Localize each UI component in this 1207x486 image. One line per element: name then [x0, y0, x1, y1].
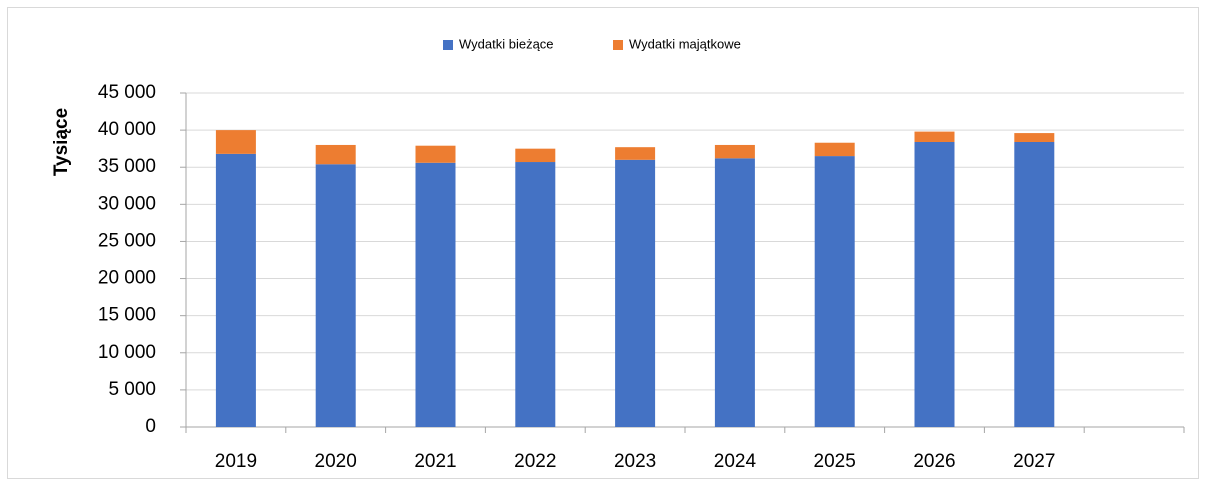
y-tick-label: 20 000: [98, 268, 156, 289]
x-tick-label: 2021: [414, 451, 456, 472]
x-tick-label: 2027: [1013, 451, 1055, 472]
legend-swatch: [613, 40, 623, 50]
y-tick-label: 40 000: [98, 119, 156, 140]
x-tick-label: 2025: [814, 451, 856, 472]
bar-segment: [215, 153, 256, 427]
x-tick-label: 2023: [614, 451, 656, 472]
legend-swatch: [443, 40, 453, 50]
bar-segment: [914, 131, 955, 142]
bar-segment: [1014, 141, 1055, 427]
bar-segment: [515, 148, 556, 163]
bar-segment: [714, 158, 755, 427]
bar-segment: [714, 144, 755, 159]
y-tick-label: 30 000: [98, 193, 156, 214]
bar-segment: [814, 142, 855, 157]
y-tick-label: 15 000: [98, 305, 156, 326]
y-tick-label: 10 000: [98, 342, 156, 363]
bar-segment: [515, 162, 556, 427]
x-tick-label: 2026: [913, 451, 955, 472]
y-axis-label: Tysiące: [51, 108, 72, 176]
legend-label: Wydatki majątkowe: [629, 36, 741, 51]
y-tick-label: 45 000: [98, 82, 156, 103]
y-tick-label: 25 000: [98, 230, 156, 251]
bar-segment: [315, 144, 356, 165]
y-tick-label: 5 000: [108, 379, 156, 400]
bar-segment: [615, 147, 656, 160]
bar-segment: [1014, 133, 1055, 142]
bar-segment: [914, 141, 955, 427]
bar-segment: [415, 162, 456, 427]
legend-label: Wydatki bieżące: [459, 36, 554, 51]
bar-segment: [415, 145, 456, 163]
x-tick-label: 2022: [514, 451, 556, 472]
bar-segment: [814, 156, 855, 428]
x-tick-label: 2019: [215, 451, 257, 472]
y-tick-label: 35 000: [98, 156, 156, 177]
bar-segment: [615, 159, 656, 428]
bar-segment: [315, 164, 356, 427]
x-tick-label: 2020: [315, 451, 357, 472]
bar-segment: [215, 130, 256, 154]
y-tick-label: 0: [145, 416, 156, 437]
x-tick-label: 2024: [714, 451, 757, 472]
chart-frame: [7, 7, 1199, 479]
